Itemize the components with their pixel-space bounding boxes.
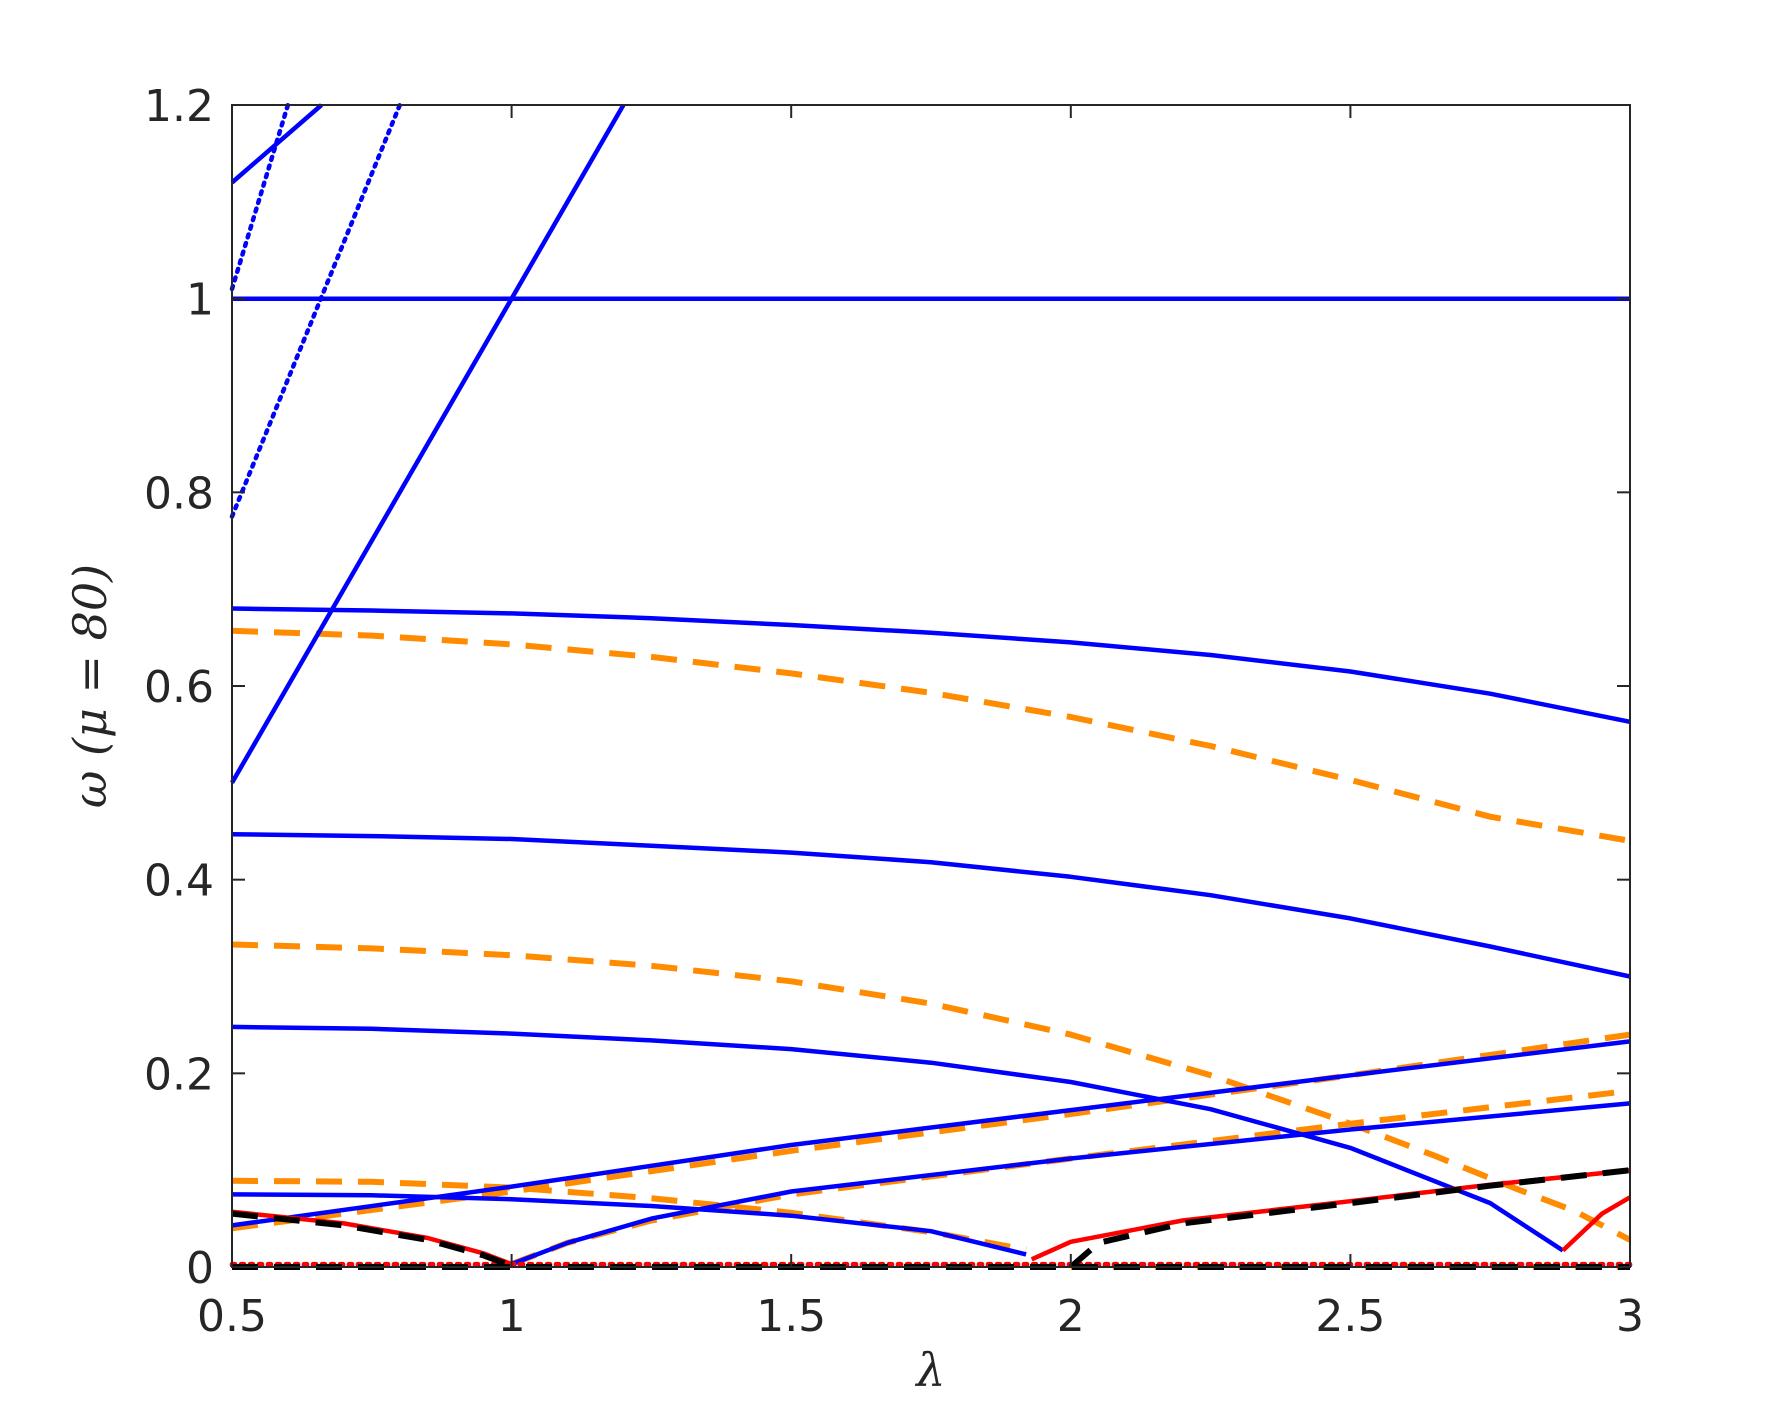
series-line-red-20: [1030, 1167, 1631, 1262]
y-tick-label-2: 0.2: [144, 1049, 214, 1100]
series-line-black-23: [231, 1210, 513, 1269]
series-layer: [229, 102, 1633, 1270]
y-tick-label-6: 1: [186, 275, 214, 326]
series-line-blue-4: [231, 1024, 1565, 1253]
series-line-blue-2: [231, 606, 1631, 725]
series-line-blue-6: [231, 1039, 1631, 1228]
series-line-orange-14: [231, 941, 1632, 1243]
y-tick-label-7: 1.2: [144, 81, 214, 132]
series-line-blue-10: [229, 102, 291, 292]
series-line-blue-3: [231, 831, 1631, 979]
series-line-blue-11: [230, 103, 323, 185]
plot-frame: [231, 104, 1631, 1268]
y-axis-label: ω (μ = 80): [63, 564, 117, 808]
series-line-red-21: [1561, 1195, 1632, 1253]
series-line-blue-9: [229, 102, 403, 519]
series-line-black-24: [1068, 1167, 1631, 1270]
tick-layer: 0.5 1 1.5 2 2.5 3 0 0.2 0.4 0.6 0.8 1 1.2: [144, 81, 1644, 1342]
x-tick-label-5: 2.5: [1315, 1291, 1385, 1342]
x-tick-label-6: 3: [1616, 1291, 1644, 1342]
y-tick-label-1: 0: [186, 1243, 214, 1294]
series-line-blue-7: [510, 1101, 1631, 1267]
x-tick-label-3: 1.5: [756, 1291, 826, 1342]
series-line-blue-5: [231, 1192, 1027, 1257]
x-tick-label-2: 1: [498, 1291, 526, 1342]
y-tick-label-4: 0.6: [144, 662, 214, 713]
x-axis-label: λ: [914, 1343, 945, 1397]
series-line-orange-15: [231, 1177, 1027, 1253]
y-tick-label-5: 0.8: [144, 468, 214, 519]
series-line-orange-13: [231, 627, 1631, 844]
y-tick-label-3: 0.4: [144, 856, 214, 907]
x-tick-label-4: 2: [1057, 1291, 1085, 1342]
x-tick-label-1: 0.5: [197, 1291, 267, 1342]
series-line-blue-8: [230, 103, 626, 784]
